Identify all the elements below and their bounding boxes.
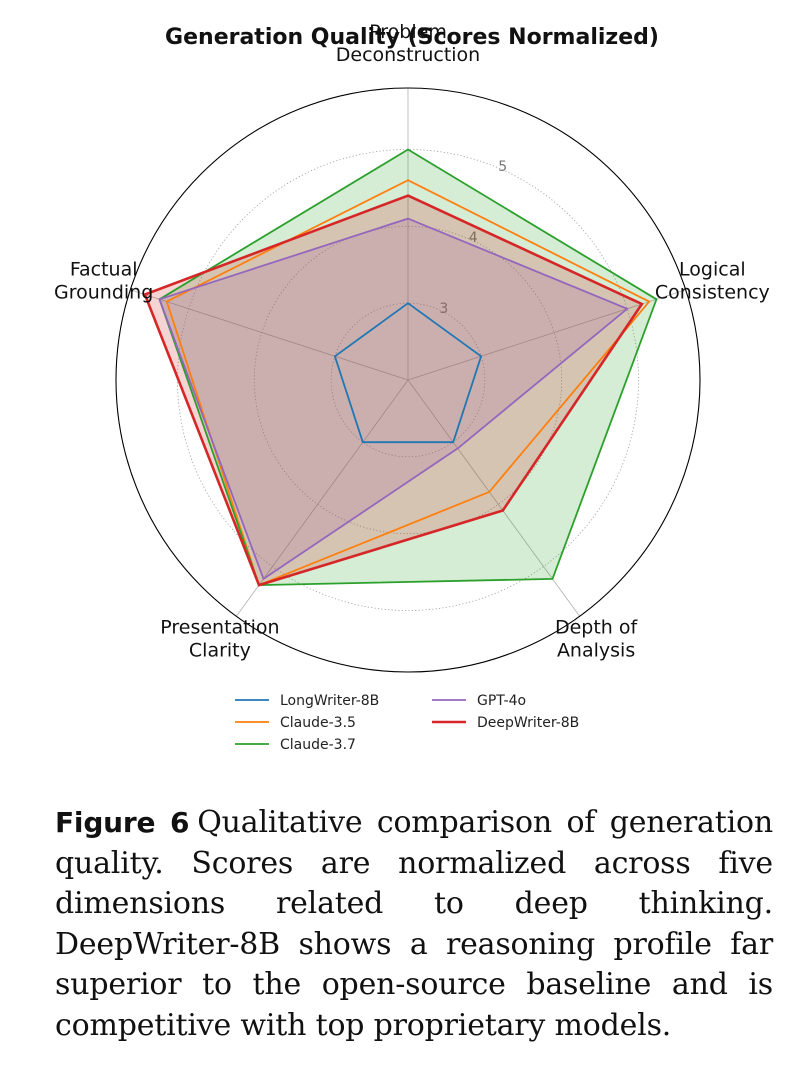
outer-frame [115,87,701,673]
axis-label-line: Presentation [160,616,279,638]
radial-tick-label: 3 [439,301,448,317]
caption-label: Figure 6 [55,806,190,839]
radial-gridline [407,289,686,381]
axis-label-line: Grounding [54,282,153,304]
legend: LongWriter-8B Claude-3.5 Claude-3.7 GPT-4o D… [235,693,579,753]
axis-label-line: Logical [679,259,746,281]
series-fill [159,218,628,579]
axis-label: Logical Consistency [655,259,770,304]
radial-tick-label: 4 [469,230,478,246]
legend-label: Claude-3.7 [280,737,356,753]
axis-label: Factual Grounding [54,259,153,304]
axis-label-line: Clarity [189,639,251,661]
circular-gridline [253,225,563,535]
series-line [143,194,644,587]
series-line [158,217,629,581]
series-line [165,179,651,587]
legend-label: DeepWriter-8B [477,715,579,731]
axis-label-line: Analysis [557,639,635,661]
series-lines [143,148,658,587]
legend-label: GPT-4o [477,693,526,709]
circular-gridline [177,149,639,611]
axis-label-line: Problem [369,21,447,43]
radial-tick-label: 5 [498,159,507,175]
axis-label: Problem Deconstruction [336,21,480,66]
series-fills [144,149,657,586]
axis-label-line: Depth of [555,616,639,638]
caption-text: Qualitative comparison of generation qua… [55,805,773,1043]
radial-gridline [130,289,409,381]
figure-caption: Figure 6 Qualitative comparison of genera… [55,803,773,1046]
radial-gridline [407,379,580,617]
axis-label-line: Factual [70,259,138,281]
series-line [333,302,483,444]
axis-labels: Problem Deconstruction Logical Consistency D… [54,21,770,661]
legend-label: Claude-3.5 [280,715,356,731]
axis-label-line: Deconstruction [336,44,480,66]
chart-title: Generation Quality (Scores Normalized) [165,25,659,50]
legend-label: LongWriter-8B [280,693,379,709]
axis-label-line: Consistency [655,282,770,304]
axis-label: Presentation Clarity [160,616,279,661]
axis-label: Depth of Analysis [555,616,639,661]
